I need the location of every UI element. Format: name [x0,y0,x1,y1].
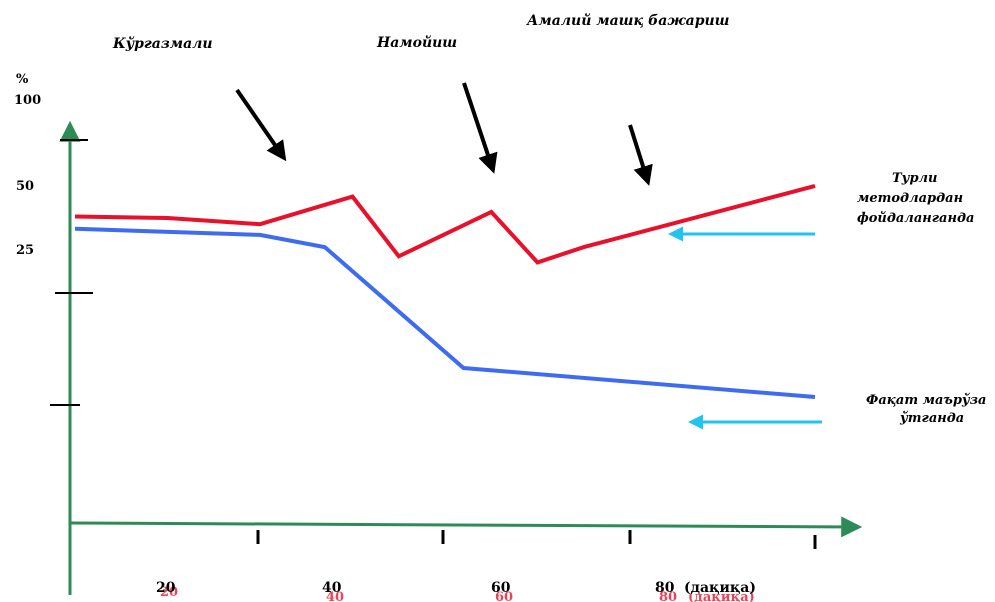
x-tick-label-80: 80 [655,580,675,596]
y-tick-label-25: 25 [16,243,34,258]
legend-label-lecture-only-line2: ўтганда [899,411,964,426]
y-unit-label: % [16,72,29,87]
x-tick-label-40: 40 [322,580,342,596]
x-tick-label-20: 20 [156,580,176,596]
y-tick-label-100: 100 [14,93,41,108]
legend-label-lecture-only-line1: Фақат маърўза [866,393,986,408]
phase-label-practice: Амалий машқ бажариш [526,12,730,29]
phase-label-demonstration: Намойиш [376,34,457,51]
legend-label-various-methods-line1: Турли [892,171,938,186]
pointer-arrow-1 [235,88,287,162]
pointer-arrow-2 [462,82,498,174]
legend-label-various-methods-line2: методлардан [857,191,963,206]
legend-label-various-methods-line3: фойдаланганда [857,211,974,226]
pointer-arrow-3 [628,124,653,186]
x-tick-label-60: 60 [491,580,511,596]
series-line-various-methods [74,183,816,265]
x-tick-label-ghost: 20 [160,585,178,600]
phase-label-demonstration-visual: Кўргазмали [112,35,213,52]
x-axis [69,516,863,538]
x-unit-label: (дақиқа) [684,580,756,596]
x-unit-label-ghost: (дақиқа) [688,590,755,602]
x-tick-label-ghost: 40 [326,590,344,602]
x-tick-label-ghost: 60 [495,590,513,602]
x-tick-label-ghost: 80 [659,590,677,602]
y-tick-label-50: 50 [16,179,34,194]
series-line-lecture-only [74,226,816,399]
